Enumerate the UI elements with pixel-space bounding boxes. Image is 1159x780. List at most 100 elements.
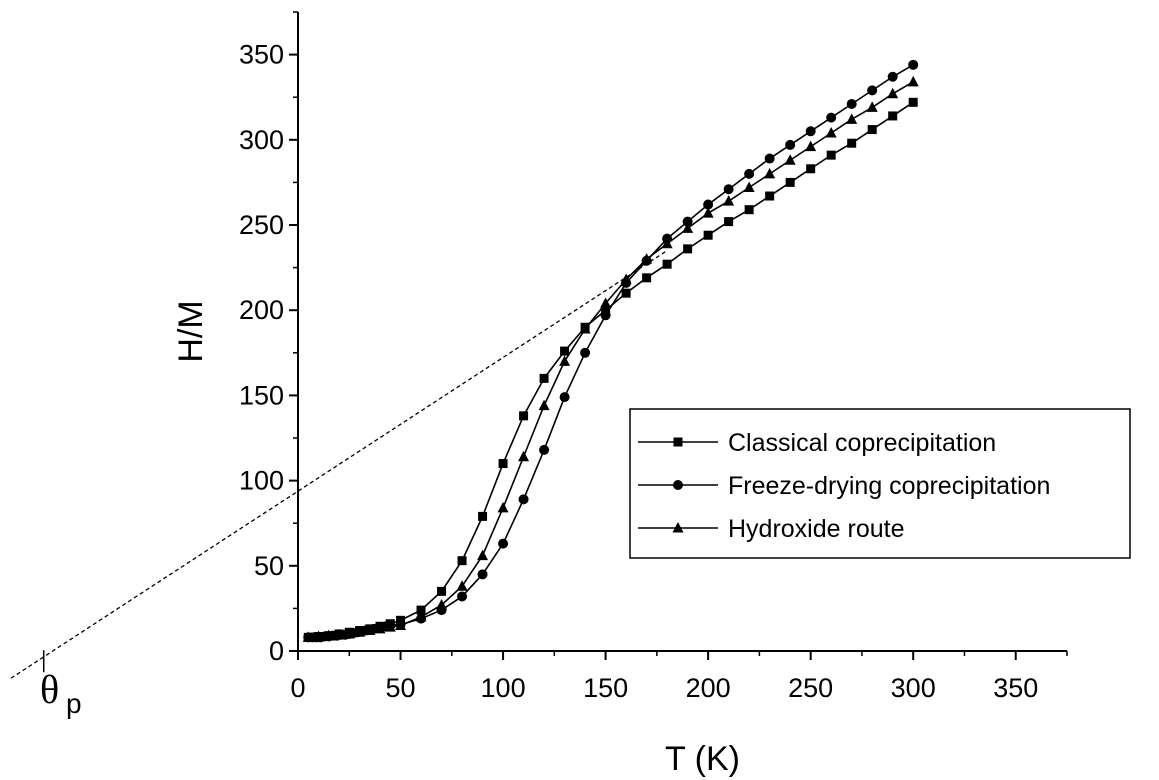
y-tick-label: 350 [239, 40, 284, 70]
x-tick-label: 350 [993, 673, 1038, 703]
legend: Classical coprecipitation Freeze-drying c… [629, 408, 1131, 559]
data-point-circle [673, 480, 683, 490]
y-tick-label: 300 [239, 125, 284, 155]
data-point-square [457, 556, 467, 566]
data-point-triangle [825, 126, 837, 138]
data-point-triangle [497, 501, 509, 513]
data-point-circle [723, 184, 734, 195]
x-tick-label: 0 [290, 673, 305, 703]
data-point-triangle [343, 627, 355, 639]
series-layer [10, 59, 919, 679]
theta-subscript: p [66, 688, 82, 719]
data-point-triangle [743, 181, 755, 193]
x-tick-label: 200 [686, 673, 731, 703]
data-point-circle [846, 99, 857, 110]
y-tick-label: 0 [269, 636, 284, 666]
data-point-triangle [477, 549, 489, 561]
data-point-triangle [805, 140, 817, 152]
data-point-circle [682, 216, 693, 227]
data-point-circle [867, 85, 878, 96]
data-point-square [437, 586, 447, 596]
x-axis-title: T (K) [665, 740, 740, 778]
data-point-triangle [456, 580, 468, 591]
legend-box [629, 408, 1131, 559]
data-point-triangle [866, 101, 878, 112]
data-point-triangle [415, 610, 427, 622]
data-point-triangle [887, 87, 899, 99]
data-point-square [683, 244, 693, 254]
axes [297, 12, 1067, 652]
data-point-square [519, 411, 529, 421]
data-point-triangle [354, 626, 366, 637]
data-point-square [703, 230, 713, 240]
data-point-triangle [661, 237, 673, 249]
data-point-square [765, 191, 775, 201]
data-point-triangle [559, 355, 571, 366]
x-tick-label: 100 [481, 673, 526, 703]
theta-symbol: θ [40, 667, 59, 712]
data-point-triangle [846, 113, 858, 124]
x-tick-label: 250 [788, 673, 833, 703]
data-point-square [478, 511, 488, 521]
series-square [303, 97, 918, 642]
data-point-triangle [723, 195, 735, 206]
legend-label: Hydroxide route [728, 515, 904, 543]
data-point-square [416, 605, 426, 615]
data-point-circle [498, 538, 509, 549]
data-point-triangle [313, 630, 325, 642]
series-triangle [302, 75, 919, 642]
data-point-square [744, 205, 754, 215]
data-point-triangle [436, 598, 448, 610]
y-axis-title: H/M [172, 300, 210, 362]
y-tick-label: 50 [254, 551, 284, 581]
data-point-circle [580, 347, 591, 358]
y-tick-label: 100 [239, 466, 284, 496]
data-point-square [724, 217, 734, 227]
legend-label: Classical coprecipitation [728, 429, 996, 457]
data-point-triangle [672, 522, 684, 533]
data-point-square [908, 97, 918, 107]
data-point-triangle [682, 222, 694, 233]
data-point-circle [477, 569, 488, 580]
ticks: 0 50 100 150 200 250 300 350 0 50 100 150 200 250 300 3… [239, 11, 1068, 703]
data-point-square [498, 459, 508, 469]
data-point-triangle [302, 631, 314, 642]
data-point-square [888, 111, 898, 121]
y-tick-label: 250 [239, 210, 284, 240]
data-point-circle [457, 591, 468, 602]
y-tick-label: 150 [239, 380, 284, 410]
data-point-triangle [323, 629, 335, 641]
data-point-circle [908, 59, 919, 70]
data-point-triangle [764, 167, 776, 179]
data-point-triangle [600, 297, 612, 308]
data-point-triangle [364, 624, 376, 636]
extrapolation-line [10, 250, 668, 679]
data-point-square [560, 346, 570, 356]
data-point-circle [600, 310, 611, 321]
data-point-square [642, 273, 652, 283]
data-point-triangle [620, 273, 632, 285]
data-point-circle [805, 126, 816, 137]
data-point-circle [785, 139, 796, 150]
data-point-square [539, 373, 549, 383]
data-point-circle [518, 494, 529, 505]
data-point-circle [764, 153, 775, 164]
data-point-circle [887, 71, 898, 82]
data-point-triangle [784, 154, 796, 165]
data-point-square [662, 259, 672, 269]
x-tick-label: 50 [386, 673, 416, 703]
data-point-square [867, 125, 877, 135]
legend-label: Freeze-drying coprecipitation [728, 472, 1050, 500]
data-point-triangle [395, 619, 407, 630]
data-point-square [847, 138, 857, 148]
data-point-circle [826, 112, 837, 123]
data-point-square [673, 437, 683, 447]
data-point-triangle [374, 622, 386, 634]
data-point-triangle [641, 253, 653, 264]
data-point-triangle [384, 621, 396, 632]
data-point-circle [559, 392, 570, 403]
data-point-square [621, 288, 631, 298]
data-point-triangle [907, 75, 919, 87]
data-point-circle [703, 199, 714, 210]
